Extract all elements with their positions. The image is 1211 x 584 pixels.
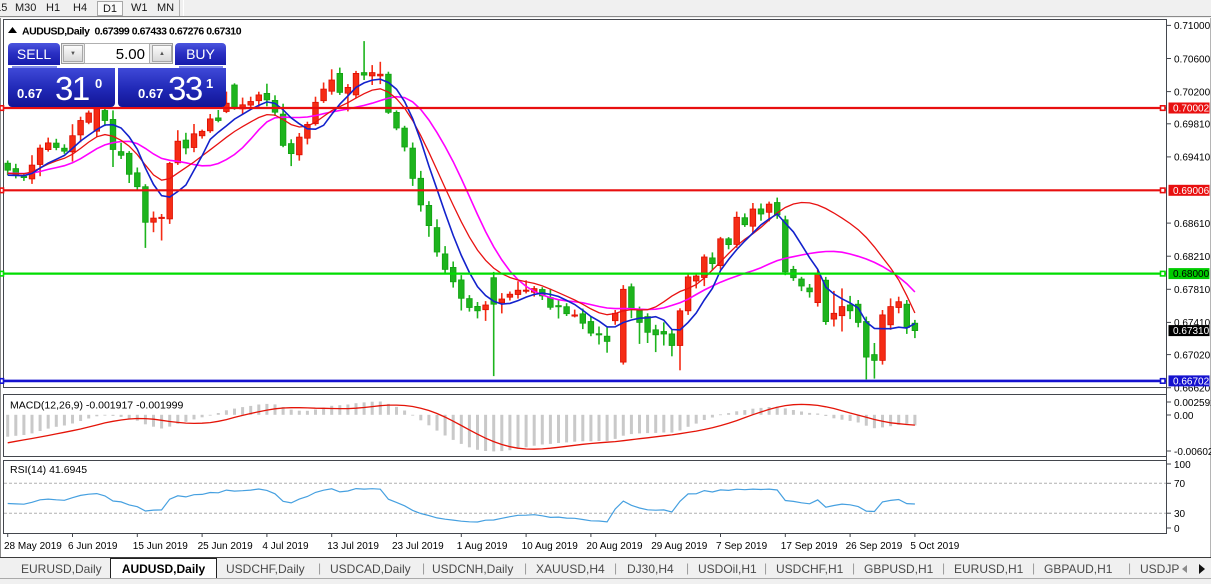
svg-text:RSI(14) 41.6945: RSI(14) 41.6945	[10, 464, 87, 476]
svg-text:0.70600: 0.70600	[1174, 54, 1211, 65]
svg-text:0.71000: 0.71000	[1174, 21, 1211, 32]
svg-text:0.69810: 0.69810	[1174, 120, 1211, 131]
svg-text:0.66702: 0.66702	[1173, 377, 1210, 388]
svg-text:0.68000: 0.68000	[1173, 269, 1210, 280]
svg-text:15 Jun 2019: 15 Jun 2019	[133, 541, 188, 552]
svg-text:28 May 2019: 28 May 2019	[4, 541, 62, 552]
svg-text:0.66620: 0.66620	[1174, 384, 1211, 395]
svg-text:10 Aug 2019: 10 Aug 2019	[522, 541, 579, 552]
svg-text:23 Jul 2019: 23 Jul 2019	[392, 541, 444, 552]
svg-text:20 Aug 2019: 20 Aug 2019	[586, 541, 643, 552]
svg-text:26 Sep 2019: 26 Sep 2019	[846, 541, 903, 552]
svg-text:0.69410: 0.69410	[1174, 153, 1211, 164]
svg-text:4 Jul 2019: 4 Jul 2019	[262, 541, 309, 552]
svg-text:25 Jun 2019: 25 Jun 2019	[198, 541, 253, 552]
svg-text:30: 30	[1174, 509, 1186, 520]
svg-text:5 Oct 2019: 5 Oct 2019	[910, 541, 959, 552]
svg-text:0.70002: 0.70002	[1173, 104, 1210, 115]
svg-text:100: 100	[1174, 460, 1191, 471]
svg-text:MACD(12,26,9) -0.001917 -0.001: MACD(12,26,9) -0.001917 -0.001999	[10, 400, 184, 412]
svg-text:13 Jul 2019: 13 Jul 2019	[327, 541, 379, 552]
svg-text:0.68610: 0.68610	[1174, 219, 1211, 230]
svg-text:70: 70	[1174, 479, 1186, 490]
svg-text:0: 0	[1174, 524, 1180, 535]
svg-text:0.69006: 0.69006	[1173, 186, 1210, 197]
svg-text:0.67410: 0.67410	[1174, 318, 1211, 329]
svg-text:1 Aug 2019: 1 Aug 2019	[457, 541, 508, 552]
svg-text:AUDUSD,Daily 0.67399 0.67433: AUDUSD,Daily 0.67399 0.67433 0.67276 0.6…	[22, 26, 242, 38]
svg-text:0.67810: 0.67810	[1174, 285, 1211, 296]
svg-text:7 Sep 2019: 7 Sep 2019	[716, 541, 768, 552]
svg-text:0.002592: 0.002592	[1174, 398, 1211, 409]
svg-text:0.00: 0.00	[1174, 411, 1194, 422]
svg-text:0.67020: 0.67020	[1174, 350, 1211, 361]
svg-text:6 Jun 2019: 6 Jun 2019	[68, 541, 118, 552]
svg-text:0.67310: 0.67310	[1173, 326, 1210, 337]
svg-text:0.68210: 0.68210	[1174, 252, 1211, 263]
svg-text:-0.006029: -0.006029	[1174, 447, 1211, 458]
svg-text:17 Sep 2019: 17 Sep 2019	[781, 541, 838, 552]
svg-text:29 Aug 2019: 29 Aug 2019	[651, 541, 708, 552]
svg-text:0.70200: 0.70200	[1174, 87, 1211, 98]
